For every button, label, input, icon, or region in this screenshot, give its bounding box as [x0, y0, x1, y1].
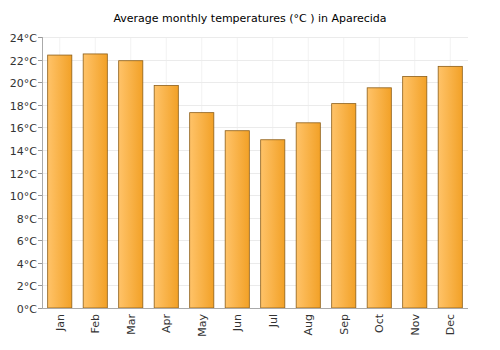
- bars: [48, 54, 463, 308]
- x-tick-label: Jun: [231, 314, 244, 332]
- bar: [261, 140, 285, 308]
- x-tick-label: Sep: [338, 314, 351, 335]
- y-tick: [38, 127, 42, 128]
- x-axis-line: [42, 308, 468, 309]
- bar: [225, 131, 249, 308]
- y-tick: [38, 285, 42, 286]
- bar: [83, 54, 107, 308]
- x-tick-label: Aug: [302, 314, 315, 335]
- y-tick: [38, 150, 42, 151]
- x-tick-label: Oct: [373, 313, 386, 333]
- y-tick: [38, 263, 42, 264]
- y-tick-label: 2°C: [17, 280, 37, 293]
- x-tick-label: Feb: [89, 314, 102, 333]
- y-tick-label: 22°C: [10, 55, 37, 68]
- y-tick-label: 0°C: [17, 303, 37, 316]
- y-tick: [38, 37, 42, 38]
- y-grid-line: [42, 37, 468, 38]
- bar: [332, 104, 356, 308]
- y-tick: [38, 173, 42, 174]
- y-tick-label: 8°C: [17, 213, 37, 226]
- y-tick: [38, 105, 42, 106]
- bar: [438, 66, 462, 308]
- y-tick-label: 14°C: [10, 145, 37, 158]
- x-tick-label: Jul: [267, 314, 280, 328]
- x-tick-label: Nov: [409, 314, 422, 336]
- y-grid-line: [42, 308, 468, 309]
- bar: [403, 77, 427, 308]
- y-tick-label: 20°C: [10, 77, 37, 90]
- bar: [296, 123, 320, 308]
- y-tick: [38, 308, 42, 309]
- y-tick-label: 16°C: [10, 122, 37, 135]
- y-tick-label: 12°C: [10, 168, 37, 181]
- x-tick-label: Apr: [160, 314, 173, 334]
- x-tick-label: Dec: [444, 314, 457, 335]
- chart: Average monthly temperatures (°C ) in Ap…: [0, 0, 500, 350]
- x-tick-label: May: [196, 314, 209, 337]
- y-tick-label: 24°C: [10, 32, 37, 45]
- y-tick: [38, 82, 42, 83]
- y-tick-label: 6°C: [17, 235, 37, 248]
- x-tick-label: Mar: [125, 314, 138, 335]
- bar: [119, 61, 143, 308]
- bar: [367, 88, 391, 308]
- y-tick-label: 4°C: [17, 258, 37, 271]
- bar: [190, 113, 214, 308]
- y-tick: [38, 218, 42, 219]
- y-tick: [38, 240, 42, 241]
- y-tick: [38, 60, 42, 61]
- y-tick-label: 18°C: [10, 100, 37, 113]
- y-tick-label: 10°C: [10, 190, 37, 203]
- bar: [154, 86, 178, 308]
- y-axis-line: [42, 37, 43, 308]
- y-tick: [38, 195, 42, 196]
- x-tick-label: Jan: [54, 314, 67, 332]
- bar: [48, 55, 72, 308]
- title: Average monthly temperatures (°C ) in Ap…: [113, 12, 386, 25]
